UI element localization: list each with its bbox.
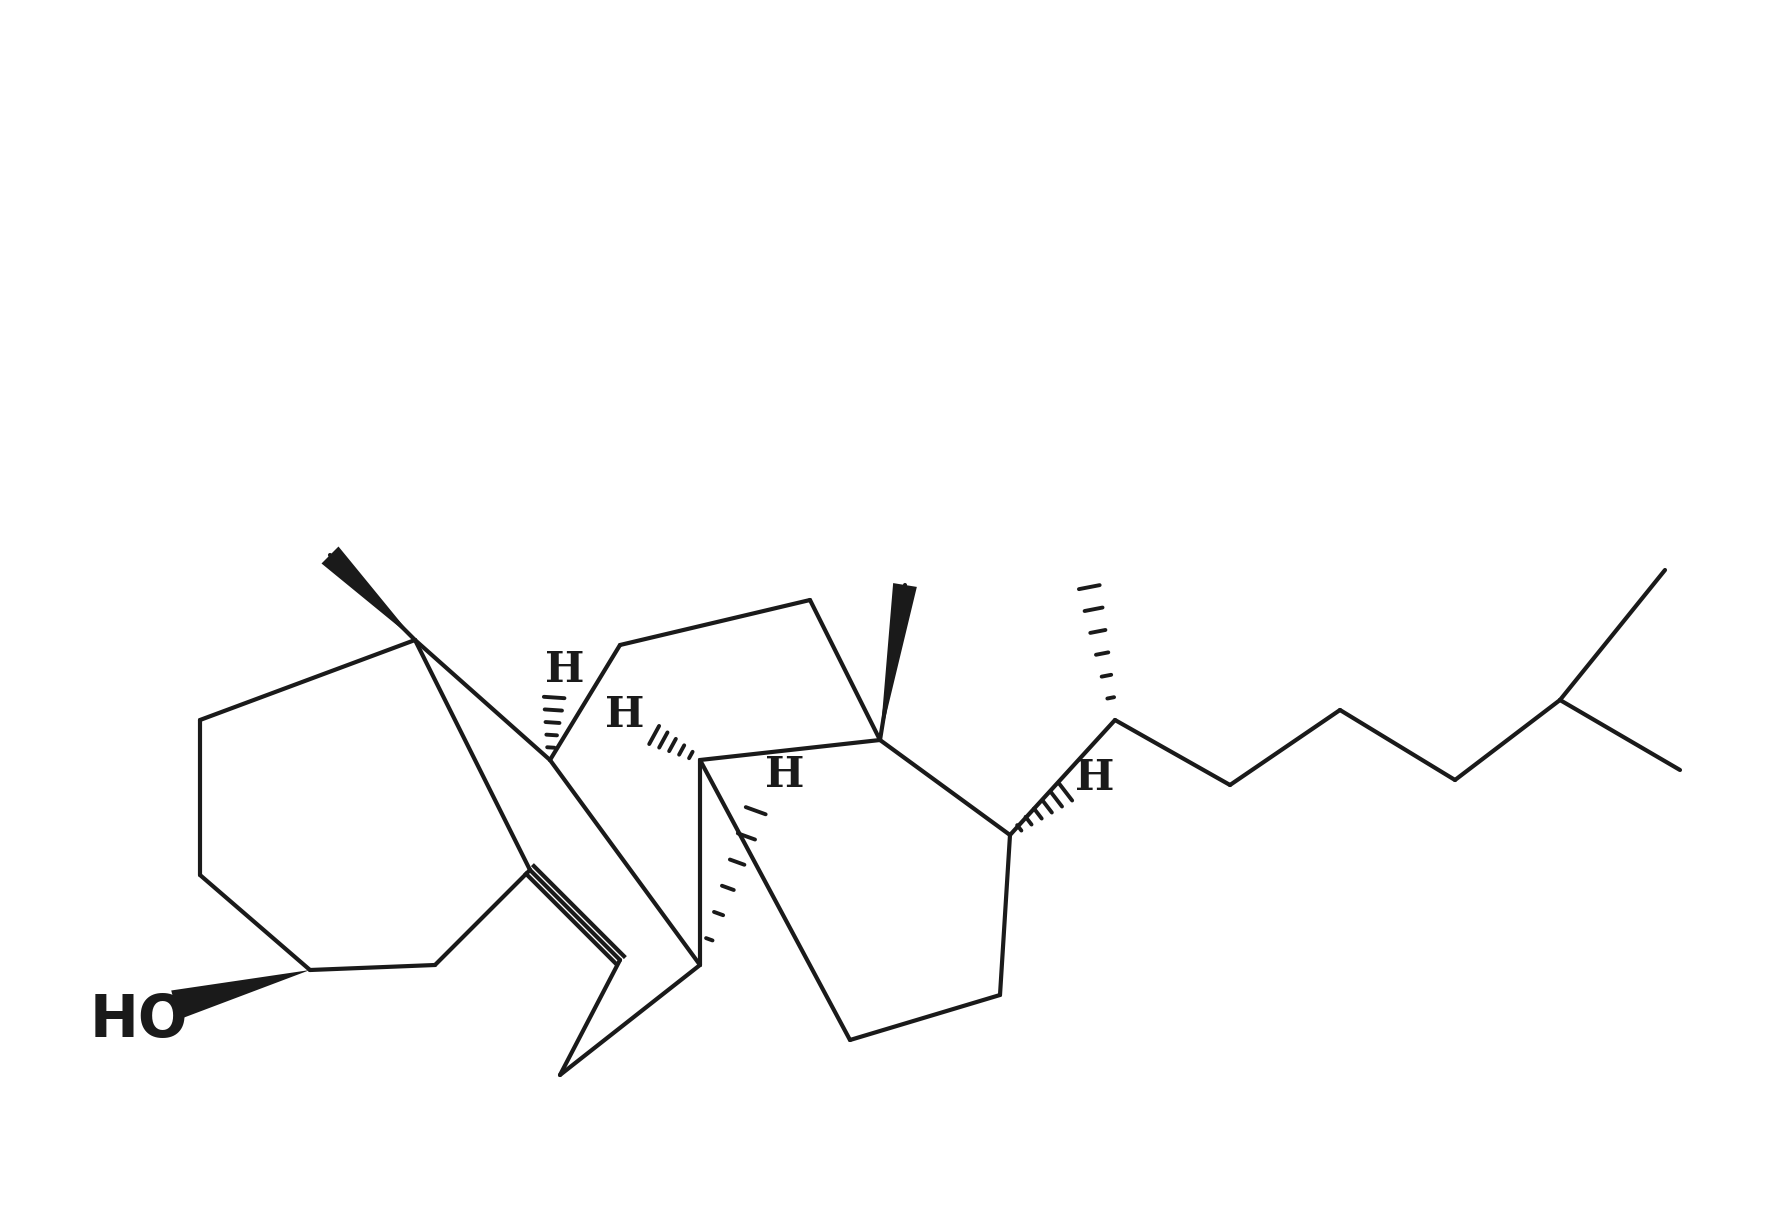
Text: H: H [1075,756,1115,799]
Polygon shape [880,583,918,740]
Text: H: H [606,694,645,736]
Polygon shape [172,970,310,1019]
Text: HO: HO [90,991,188,1049]
Text: H: H [545,650,584,691]
Text: H: H [765,754,805,796]
Polygon shape [321,546,416,640]
